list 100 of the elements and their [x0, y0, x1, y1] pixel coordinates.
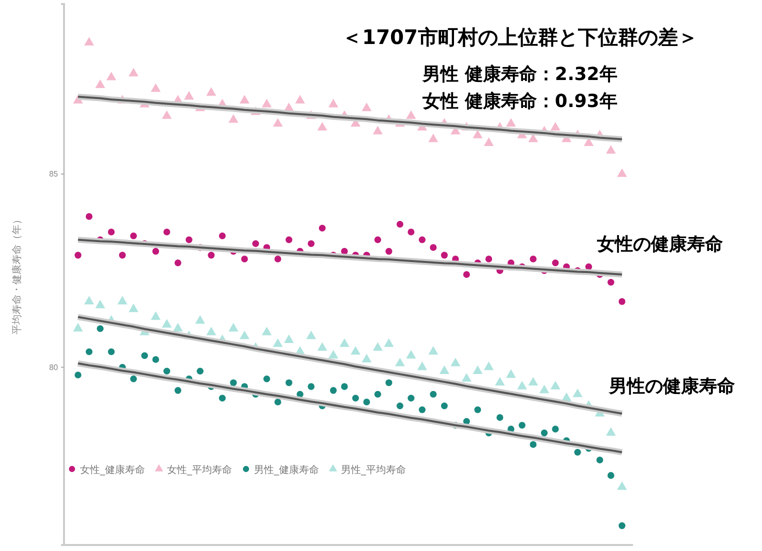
- point: [428, 134, 438, 142]
- point: [218, 232, 226, 240]
- point: [550, 122, 560, 130]
- legend-label: 女性_平均寿命: [167, 464, 232, 476]
- point: [384, 338, 394, 347]
- point: [406, 110, 416, 119]
- point: [484, 137, 494, 146]
- point: [506, 369, 516, 378]
- point: [86, 213, 92, 220]
- point: [130, 375, 137, 382]
- point: [174, 260, 182, 266]
- point: [317, 342, 328, 351]
- point: [372, 342, 383, 351]
- point: [163, 368, 170, 374]
- annotation: 女性の健康寿命: [596, 234, 723, 255]
- point: [196, 368, 204, 374]
- point: [274, 398, 282, 406]
- point: [95, 300, 106, 308]
- point: [406, 350, 416, 358]
- point: [284, 334, 294, 344]
- point: [606, 427, 616, 436]
- point: [317, 122, 328, 130]
- point: [108, 228, 115, 236]
- point: [286, 236, 292, 244]
- point: [518, 422, 526, 429]
- point: [539, 384, 550, 394]
- point: [206, 326, 216, 336]
- point: [428, 346, 438, 355]
- point: [330, 387, 337, 394]
- point: [184, 91, 194, 100]
- point: [363, 398, 370, 406]
- point: [574, 448, 581, 456]
- point: [341, 383, 348, 390]
- point: [230, 379, 237, 386]
- point: [241, 256, 248, 262]
- point: [550, 380, 560, 390]
- point: [617, 168, 627, 177]
- point: [608, 278, 614, 286]
- point: [152, 248, 160, 255]
- point: [228, 114, 238, 123]
- point: [272, 118, 283, 127]
- point: [206, 87, 216, 96]
- point: [440, 402, 448, 410]
- point: [450, 358, 460, 366]
- point: [240, 330, 250, 340]
- point: [352, 394, 359, 402]
- point: [350, 346, 360, 355]
- annotation: 女性 健康寿命：0.93年: [422, 91, 618, 112]
- point: [74, 252, 82, 259]
- point: [496, 414, 504, 421]
- point: [528, 377, 538, 386]
- point: [385, 248, 392, 255]
- point: [252, 240, 260, 247]
- point: [73, 322, 83, 332]
- point: [150, 311, 161, 320]
- point: [108, 348, 115, 356]
- point: [608, 472, 614, 479]
- point: [552, 260, 559, 266]
- point: [208, 252, 215, 259]
- point: [262, 326, 272, 336]
- point: [152, 356, 160, 363]
- y-tick-label: 85: [49, 170, 59, 179]
- point: [472, 365, 483, 374]
- point: [540, 430, 548, 436]
- point: [218, 394, 226, 402]
- legend-label: 女性_健康寿命: [80, 464, 145, 476]
- point: [295, 94, 305, 104]
- annotation: 男性の健康寿命: [608, 376, 735, 397]
- point: [272, 338, 283, 347]
- point: [372, 126, 383, 134]
- point: [396, 402, 404, 410]
- point: [174, 387, 182, 394]
- point: [286, 379, 292, 386]
- point: [618, 522, 626, 530]
- point: [84, 36, 94, 46]
- point: [572, 388, 583, 398]
- point: [463, 271, 470, 278]
- point: [186, 236, 192, 244]
- point: [318, 224, 326, 232]
- point: [362, 102, 372, 112]
- point: [150, 83, 161, 92]
- annotation: 男性 健康寿命：2.32年: [422, 64, 618, 85]
- point: [228, 322, 238, 332]
- point: [95, 79, 106, 88]
- point: [418, 406, 426, 414]
- point: [430, 390, 437, 398]
- legend-label: 男性_健康寿命: [254, 464, 319, 476]
- point: [530, 441, 537, 448]
- point: [86, 348, 92, 356]
- point: [96, 325, 104, 332]
- point: [528, 134, 538, 142]
- point: [328, 98, 338, 108]
- point: [308, 240, 315, 247]
- point: [408, 228, 414, 236]
- point: [195, 315, 206, 324]
- point: [617, 481, 627, 490]
- point: [618, 298, 626, 305]
- legend-label: 男性_平均寿命: [341, 464, 406, 476]
- point: [340, 338, 350, 347]
- point: [172, 322, 183, 332]
